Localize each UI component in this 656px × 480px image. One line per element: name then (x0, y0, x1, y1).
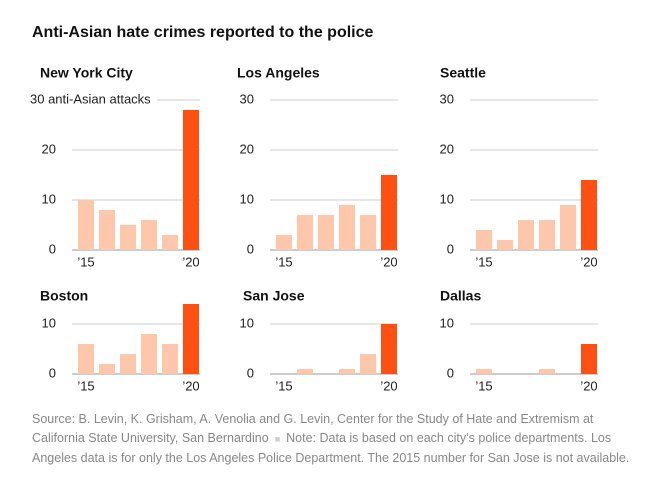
footnote: Source: B. Levin, K. Grisham, A. Venolia… (32, 410, 632, 468)
x-tick-label: ’20 (580, 254, 597, 269)
x-tick-label: ’15 (275, 254, 292, 269)
y-tick-label: 10 (440, 315, 454, 330)
x-tick-label: ’15 (475, 378, 492, 393)
panel-title: Dallas (440, 288, 481, 304)
y-tick-label: 10 (42, 191, 56, 206)
bar (360, 215, 376, 250)
y-tick-label: 0 (247, 241, 254, 256)
bar (560, 205, 576, 250)
panel-title: Boston (40, 288, 88, 304)
bar (476, 369, 492, 374)
bar (120, 225, 136, 250)
y-tick-label: 20 (240, 141, 254, 156)
y-tick-label: 10 (240, 315, 254, 330)
x-tick-label: ’20 (182, 378, 199, 393)
panel-title: New York City (40, 65, 133, 81)
x-tick-label: ’15 (77, 378, 94, 393)
x-tick-label: ’20 (182, 254, 199, 269)
bar (99, 364, 115, 374)
bar (183, 304, 199, 374)
y-tick-label: 20 (42, 141, 56, 156)
bar (581, 180, 597, 250)
x-tick-label: ’15 (475, 254, 492, 269)
bar (539, 220, 555, 250)
x-tick-label: ’20 (380, 378, 397, 393)
y-tick-label: 0 (447, 365, 454, 380)
bar (339, 205, 355, 250)
bar (381, 324, 397, 374)
panel-title: Seattle (440, 65, 486, 81)
bar (78, 344, 94, 374)
bar (120, 354, 136, 374)
y-tick-label: 0 (49, 365, 56, 380)
x-tick-label: ’15 (77, 254, 94, 269)
bar (141, 220, 157, 250)
bar (381, 175, 397, 250)
bar (297, 215, 313, 250)
source: Source: B. Levin, K. Grisham, A. Venolia… (32, 412, 594, 445)
y-tick-label: 0 (49, 241, 56, 256)
bar (183, 110, 199, 250)
y-tick-label: 30 anti-Asian attacks (30, 91, 151, 106)
x-tick-label: ’15 (275, 378, 292, 393)
bar (162, 235, 178, 250)
bar (360, 354, 376, 374)
y-tick-label: 10 (240, 191, 254, 206)
bar (581, 344, 597, 374)
note: Note: Data is based on each city’s polic… (32, 431, 630, 465)
bar (162, 344, 178, 374)
bar (99, 210, 115, 250)
separator: ■ (274, 434, 281, 444)
bar (276, 235, 292, 250)
chart: Anti-Asian hate crimes reported to the p… (30, 24, 598, 393)
y-tick-label: 10 (440, 191, 454, 206)
bar (497, 240, 513, 250)
x-tick-label: ’20 (580, 378, 597, 393)
bar (518, 220, 534, 250)
x-tick-label: ’20 (380, 254, 397, 269)
panel-title: Los Angeles (237, 65, 320, 81)
y-tick-label: 0 (447, 241, 454, 256)
bar (141, 334, 157, 374)
y-tick-label: 20 (440, 141, 454, 156)
y-tick-label: 0 (247, 365, 254, 380)
bar (318, 215, 334, 250)
y-tick-label: 30 (440, 91, 454, 106)
page-title: Anti-Asian hate crimes reported to the p… (32, 24, 374, 41)
y-tick-label: 30 (240, 91, 254, 106)
bar (476, 230, 492, 250)
bar (78, 200, 94, 250)
bar (339, 369, 355, 374)
bar (539, 369, 555, 374)
bar (297, 369, 313, 374)
y-tick-label: 10 (42, 315, 56, 330)
panel-title: San Jose (243, 288, 305, 304)
